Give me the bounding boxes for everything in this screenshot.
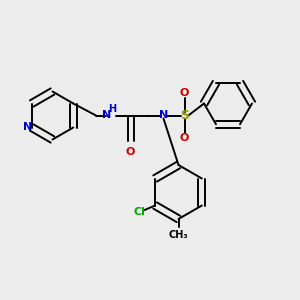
Text: Cl: Cl — [134, 207, 146, 217]
Text: N: N — [102, 110, 111, 121]
Text: H: H — [108, 104, 117, 114]
Text: S: S — [180, 109, 189, 122]
Text: N: N — [22, 122, 32, 133]
Text: CH₃: CH₃ — [169, 230, 188, 240]
Text: O: O — [180, 88, 189, 98]
Text: O: O — [126, 147, 135, 157]
Text: O: O — [180, 133, 189, 143]
Text: N: N — [159, 110, 168, 121]
